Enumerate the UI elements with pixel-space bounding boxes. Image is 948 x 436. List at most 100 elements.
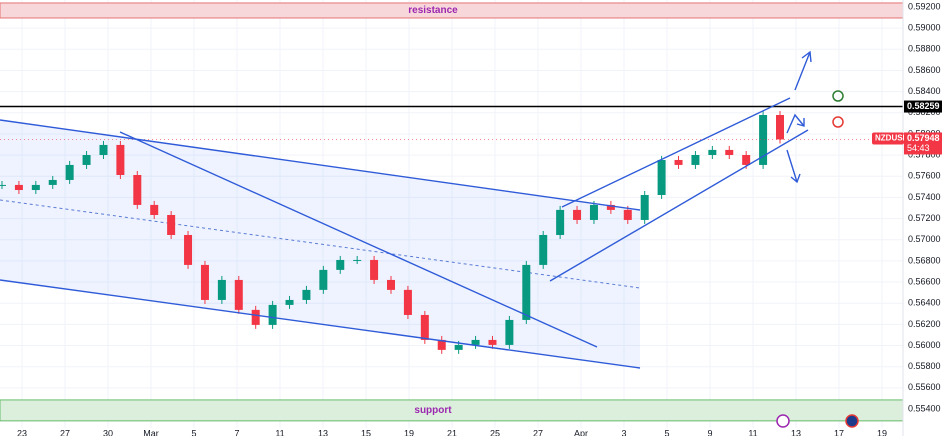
y-tick-label: 0.55800 [908,361,941,371]
candle [370,259,379,280]
candle [31,184,40,191]
x-tick-label: Mar [143,428,159,436]
y-tick-label: 0.58600 [908,65,941,75]
candle [573,209,582,220]
candle [336,259,345,270]
x-tick-label: 23 [17,428,27,436]
candle [471,339,480,345]
x-tick-label: 5 [664,428,669,436]
x-tick-label: 27 [60,428,70,436]
signal-circle [832,90,844,102]
zone-label: support [414,405,452,416]
y-tick-label: 0.58400 [908,86,941,96]
candle [387,279,395,290]
y-tick-label: 0.58800 [908,44,941,54]
candle [776,115,784,140]
symbol-tag [872,132,904,145]
arrow-head [796,118,805,127]
x-tick-label: 27 [533,428,543,436]
x-tick-label: 3 [621,428,626,436]
candle [285,299,294,305]
candle [539,234,548,265]
x-tick-label: 17 [834,428,844,436]
candle [200,264,209,300]
symbol-label: NZDUSD [875,134,909,143]
candle [217,279,226,300]
x-tick-label: 11 [748,428,757,436]
candle [742,154,751,165]
trend-line [0,119,641,211]
y-tick-label: 0.59200 [908,1,941,11]
arrow [786,113,805,134]
channel-fill [0,120,640,368]
y-tick-label: 0.56600 [908,276,941,286]
candle [522,264,531,320]
y-tick-label: 0.57600 [908,171,941,181]
candle [606,204,615,210]
grid [0,0,903,428]
candle [133,174,142,205]
y-tick-label: 0.57200 [908,213,941,223]
x-tick-label: 9 [707,428,712,436]
y-tick-label: 0.57000 [908,234,941,244]
candle [319,269,328,290]
x-tick-label: 19 [877,428,887,436]
price-tag [904,132,942,155]
y-tick-label: 0.59000 [908,23,941,33]
x-tick-label: 25 [490,428,500,436]
x-tick-label: 13 [791,428,801,436]
y-tick-label: 0.56400 [908,298,941,308]
candle [505,319,514,345]
arrow-head [801,50,812,63]
flag-icon[interactable] [845,414,859,428]
candle [167,214,176,235]
time-axis: 23 27 30 Mar 5 7 11 13 15 19 21 25 27 Apr 3 5 9 11 13 17 19 [17,428,887,436]
arrow [786,149,798,183]
candle [759,115,768,165]
candle [454,344,463,350]
event-icon[interactable] [776,414,790,428]
candle [0,184,6,186]
trend-line [119,131,598,348]
candle [589,204,598,220]
x-tick-label: 19 [404,428,414,436]
x-tick-label: 30 [103,428,113,436]
candle [48,179,57,185]
level-tag [904,100,942,113]
trend-line [0,279,641,369]
y-tick-label: 0.57800 [908,149,941,159]
candle [674,159,683,165]
candle [488,339,497,345]
x-tick-label: 11 [275,428,284,436]
candle [420,314,429,340]
candle [150,204,159,215]
candle [184,234,193,265]
x-tick-label: 7 [234,428,239,436]
y-tick-label: 0.55400 [908,403,941,413]
arrow [794,51,811,91]
countdown-label: 54:43 [907,143,930,153]
candle [640,194,649,220]
candle [725,149,734,155]
candle [268,304,277,325]
candle [691,154,700,165]
x-tick-label: Apr [574,428,588,436]
candle [302,289,311,300]
candle [99,144,108,155]
candle [116,144,125,175]
candle [251,309,260,325]
candles [0,111,903,354]
candle [82,154,91,165]
x-tick-label: 15 [361,428,371,436]
candle [65,164,74,180]
candle [556,209,565,235]
drawings [0,50,812,369]
price-axis: 0.55400 0.55600 0.55800 0.56000 0.56200 0.564… [908,1,941,413]
candle [353,259,362,261]
candle [437,339,446,350]
y-tick-label: 0.56200 [908,319,941,329]
candle [234,279,243,310]
candle [14,184,23,191]
